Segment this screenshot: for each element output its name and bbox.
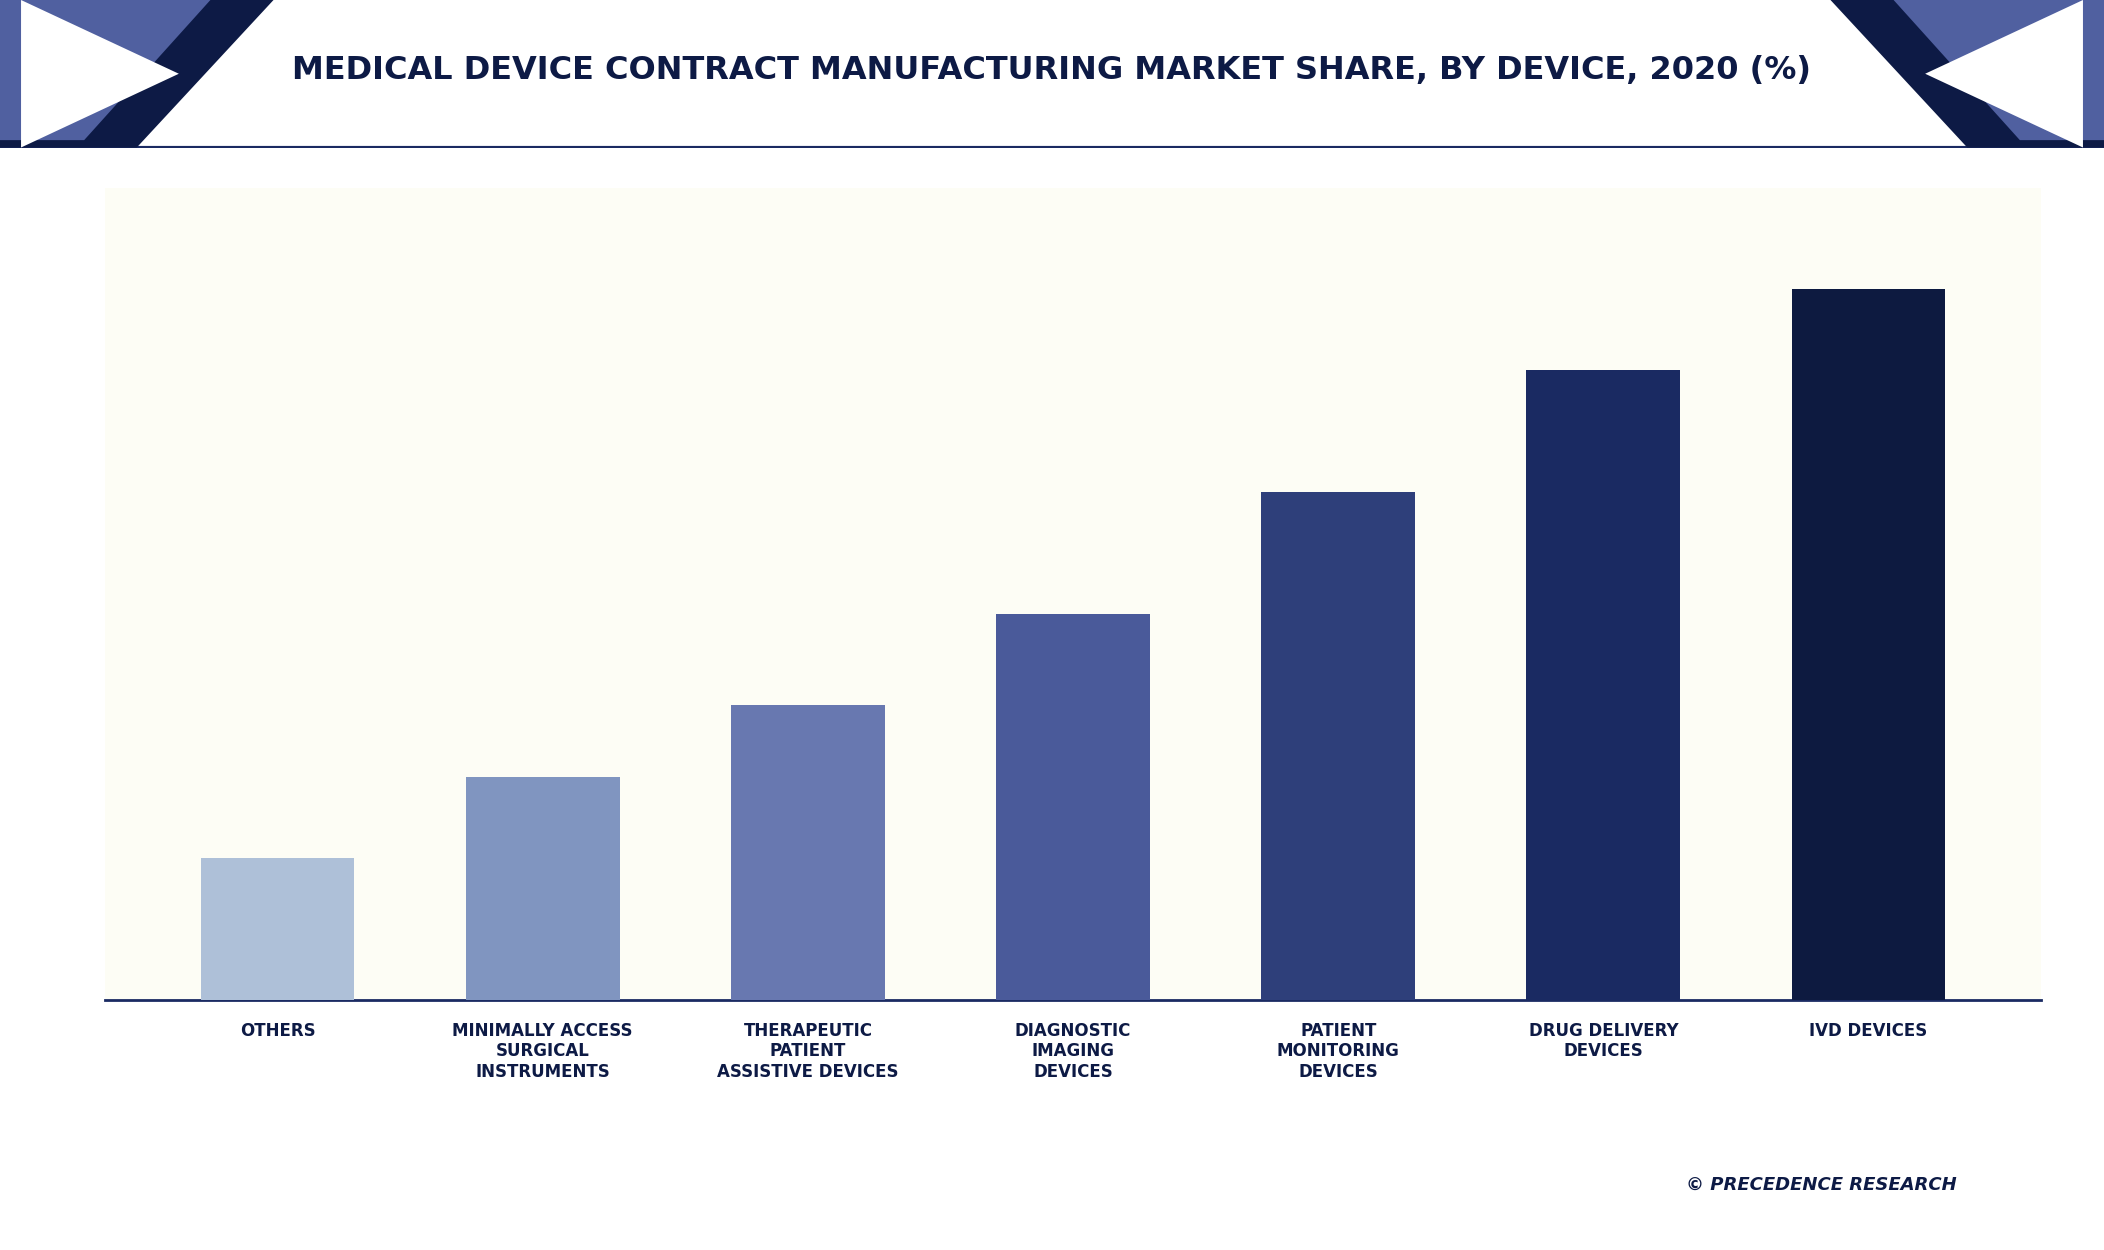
Polygon shape [0, 0, 274, 148]
Polygon shape [0, 0, 210, 140]
Polygon shape [1925, 0, 2083, 148]
Bar [730, 705, 886, 1000]
Text: MEDICAL DEVICE CONTRACT MANUFACTURING MARKET SHARE, BY DEVICE, 2020 (%): MEDICAL DEVICE CONTRACT MANUFACTURING MA… [292, 55, 1812, 86]
Bar [1528, 370, 1681, 1000]
Text: © PRECEDENCE RESEARCH: © PRECEDENCE RESEARCH [1685, 1176, 1957, 1194]
Polygon shape [1894, 0, 2104, 140]
Bar [1793, 289, 1946, 1000]
Bar [465, 776, 619, 1000]
Bar [1260, 492, 1416, 1000]
Polygon shape [1830, 0, 2104, 148]
Bar [995, 614, 1151, 1000]
Bar [200, 858, 353, 1000]
Polygon shape [21, 0, 179, 148]
